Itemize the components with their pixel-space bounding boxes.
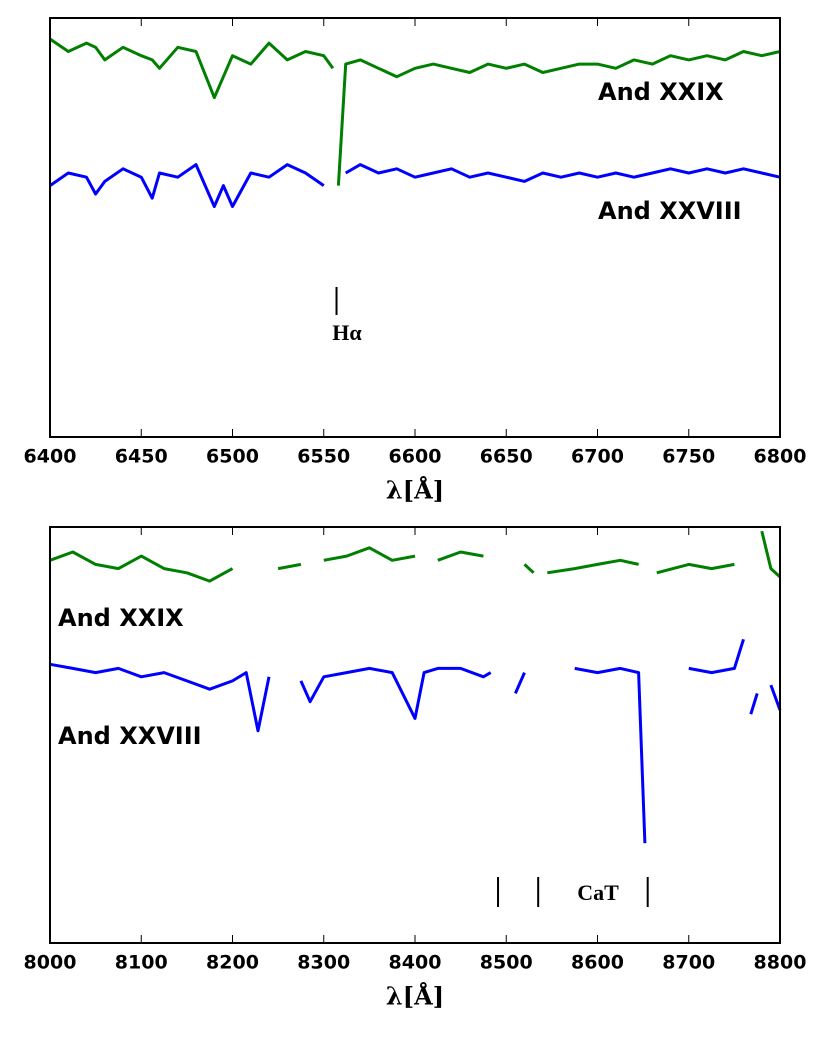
x-tick-label: 6450 <box>115 446 168 468</box>
feature-label: Hα <box>332 320 362 345</box>
plot-frame <box>49 526 781 944</box>
x-tick-label: 6650 <box>480 446 533 468</box>
feature-label: CaT <box>577 880 619 905</box>
x-tick-label: 6400 <box>24 446 77 468</box>
x-tick-label: 6600 <box>389 446 442 468</box>
spectrum-line <box>49 37 781 186</box>
series-label: And XXIX <box>58 604 184 632</box>
plot-frame <box>49 17 781 438</box>
series-label: And XXIX <box>598 78 724 106</box>
series-label: And XXVIII <box>598 197 742 225</box>
x-tick-label: 8300 <box>297 952 350 974</box>
x-tick-label: 6550 <box>297 446 350 468</box>
x-tick-label: 8700 <box>662 952 715 974</box>
x-tick-label: 6500 <box>206 446 259 468</box>
x-axis-label: λ[Å] <box>386 982 444 1011</box>
x-tick-label: 8800 <box>754 952 807 974</box>
x-tick-label: 6800 <box>754 446 807 468</box>
x-tick-label: 8200 <box>206 952 259 974</box>
x-tick-label: 6750 <box>662 446 715 468</box>
series-label: And XXVIII <box>58 722 202 750</box>
x-tick-label: 8100 <box>115 952 168 974</box>
spectrum-line <box>49 638 782 844</box>
x-tick-label: 8400 <box>389 952 442 974</box>
x-tick-label: 8500 <box>480 952 533 974</box>
x-tick-label: 8000 <box>24 952 77 974</box>
x-tick-label: 6700 <box>571 446 624 468</box>
spectrum-line <box>49 530 782 583</box>
spectrum-line <box>49 163 781 208</box>
x-axis-label: λ[Å] <box>386 476 444 505</box>
x-tick-label: 8600 <box>571 952 624 974</box>
